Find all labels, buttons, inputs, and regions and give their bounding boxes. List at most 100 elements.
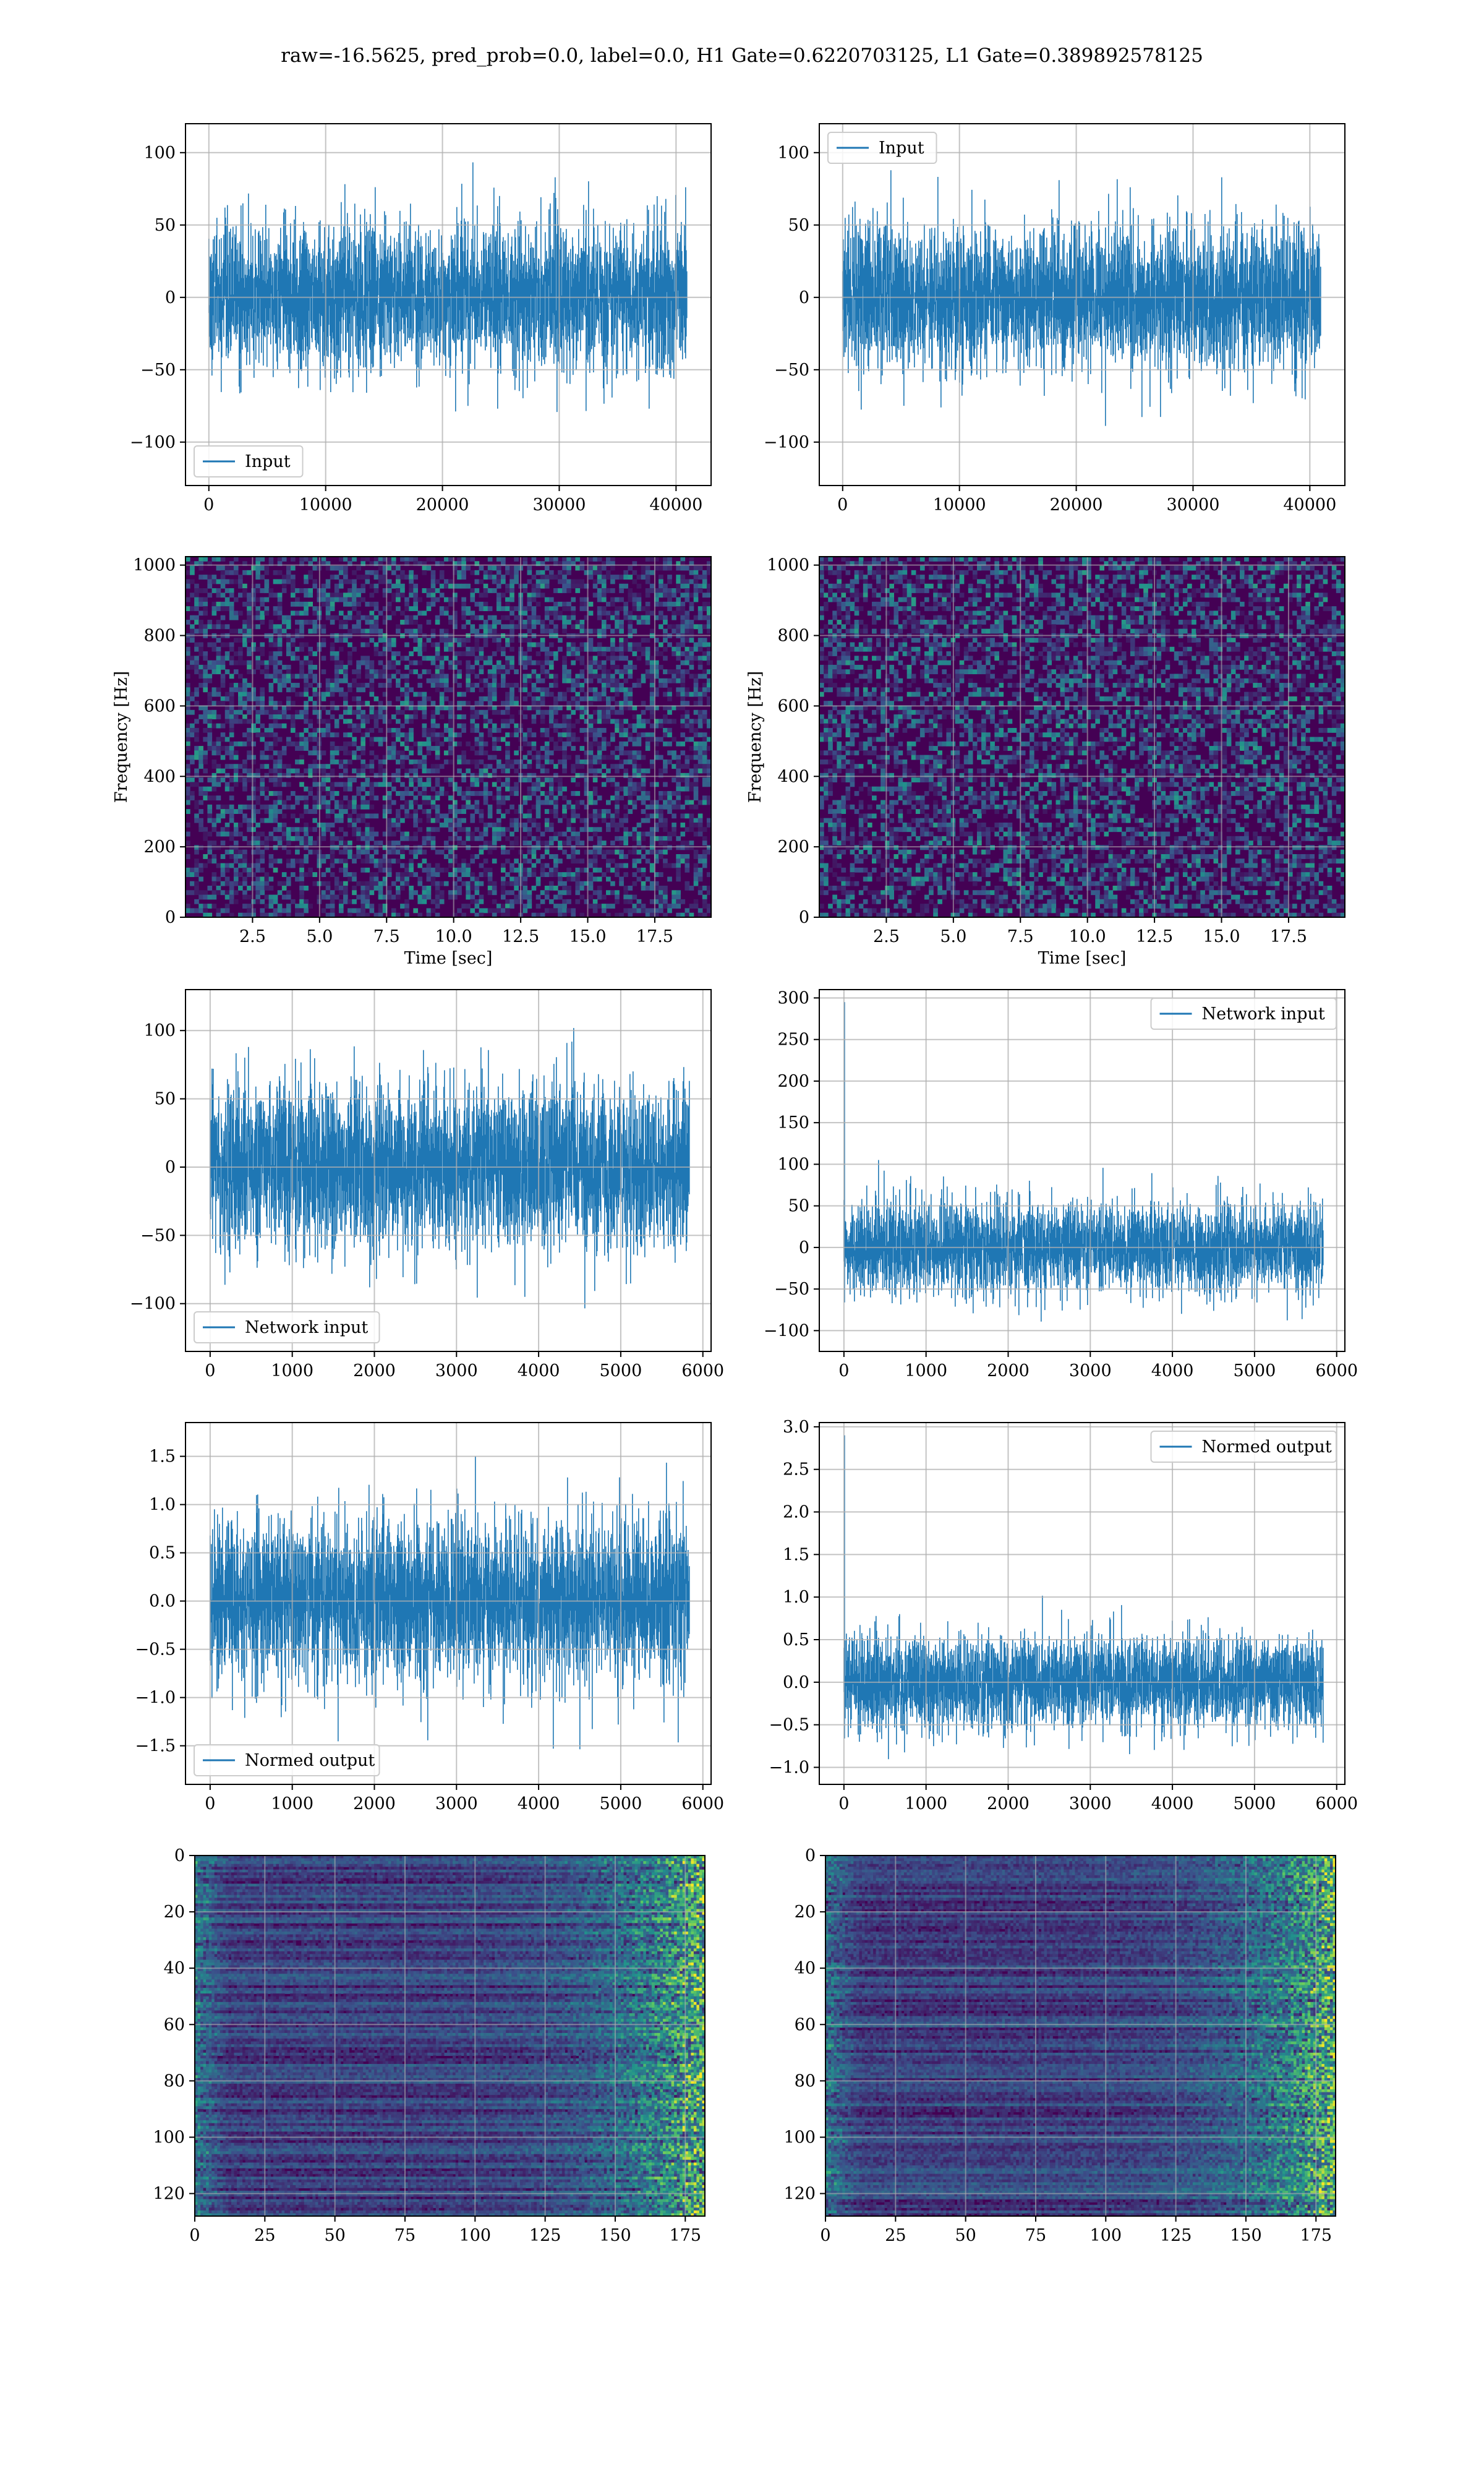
heatmap-cell [641, 818, 646, 823]
heatmap-cell [426, 696, 432, 701]
heatmap-cell [474, 714, 480, 719]
heatmap-cell [391, 741, 396, 747]
heatmap-cell [680, 845, 686, 850]
heatmap-cell [330, 687, 335, 693]
heatmap-cell [247, 732, 252, 738]
heatmap-cell [435, 664, 440, 670]
heatmap-cell [255, 768, 261, 774]
heatmap-cell [461, 858, 466, 864]
heatmap-cell [308, 827, 313, 833]
heatmap-cell [386, 894, 392, 900]
heatmap-cell [457, 885, 462, 891]
heatmap-cell [702, 691, 707, 697]
heatmap-cell [619, 723, 624, 729]
heatmap-cell [448, 854, 453, 859]
heatmap-cell [672, 813, 676, 819]
heatmap-cell [531, 773, 537, 778]
heatmap-cell [273, 777, 278, 782]
heatmap-cell [400, 881, 405, 886]
heatmap-cell [413, 583, 419, 589]
heatmap-cell [584, 696, 589, 701]
heatmap-cell [426, 620, 432, 625]
heatmap-cell [619, 764, 624, 769]
heatmap-cell [453, 867, 458, 873]
heatmap-cell [470, 651, 475, 656]
heatmap-cell [689, 845, 694, 850]
heatmap-cell [540, 714, 545, 719]
heatmap-cell [325, 719, 331, 724]
heatmap-cell [348, 561, 352, 567]
heatmap-cell [548, 705, 554, 711]
heatmap-cell [242, 705, 247, 711]
heatmap-cell [238, 701, 243, 706]
heatmap-cell [224, 773, 230, 778]
heatmap-cell [531, 669, 537, 675]
heatmap-cell [522, 764, 528, 769]
heatmap-cell [501, 800, 506, 805]
heatmap-cell [575, 867, 581, 873]
heatmap-cell [247, 818, 252, 823]
heatmap-cell [706, 593, 711, 598]
heatmap-cell [706, 773, 711, 778]
heatmap-cell [260, 575, 265, 580]
heatmap-cell [453, 809, 458, 814]
heatmap-cell [304, 705, 309, 711]
heatmap-cell [706, 651, 711, 656]
heatmap-cell [251, 827, 256, 833]
heatmap-cell [548, 719, 554, 724]
heatmap-cell [457, 660, 462, 666]
heatmap-cell [338, 800, 344, 805]
heatmap-cell [615, 867, 620, 873]
heatmap-cell [483, 786, 488, 792]
heatmap-cell [299, 660, 304, 666]
heatmap-cell [487, 885, 493, 891]
heatmap-cell [496, 800, 501, 805]
heatmap-cell [575, 719, 581, 724]
heatmap-cell [378, 768, 383, 774]
heatmap-cell [426, 831, 432, 837]
heatmap-cell [544, 646, 550, 652]
heatmap-cell [453, 674, 458, 679]
heatmap-cell [466, 890, 471, 896]
heatmap-cell [479, 863, 484, 868]
heatmap-cell [396, 575, 401, 580]
heatmap-cell [566, 841, 571, 845]
heatmap-cell [654, 849, 659, 855]
heatmap-cell [483, 867, 488, 873]
heatmap-cell [619, 638, 624, 643]
heatmap-cell [544, 624, 550, 630]
heatmap-cell [229, 642, 234, 648]
heatmap-cell [382, 831, 388, 837]
heatmap-cell [369, 669, 375, 675]
heatmap-cell [514, 822, 519, 828]
heatmap-cell [369, 593, 375, 598]
heatmap-cell [352, 678, 357, 683]
heatmap-cell [409, 759, 414, 764]
heatmap-cell [211, 714, 217, 719]
heatmap-cell [597, 678, 602, 683]
heatmap-cell [510, 764, 514, 769]
heatmap-cell [659, 610, 663, 616]
heatmap-cell [641, 678, 646, 683]
heatmap-cell [514, 894, 519, 900]
heatmap-cell [684, 786, 690, 792]
heatmap-cell [522, 664, 528, 670]
heatmap-cell [268, 813, 274, 819]
heatmap-cell [356, 610, 361, 616]
heatmap-cell [268, 687, 274, 693]
heatmap-cell [558, 831, 563, 837]
heatmap-cell [659, 854, 663, 859]
heatmap-cell [697, 696, 703, 701]
heatmap-cell [522, 872, 528, 878]
heatmap-cell [268, 656, 274, 661]
heatmap-cell [531, 624, 537, 630]
heatmap-cell [579, 642, 585, 648]
heatmap-cell [220, 642, 226, 648]
heatmap-cell [632, 759, 638, 764]
heatmap-cell [566, 646, 571, 652]
heatmap-cell [260, 597, 265, 602]
heatmap-cell [522, 867, 528, 873]
heatmap-cell [286, 858, 291, 864]
heatmap-cell [619, 674, 624, 679]
heatmap-cell [247, 651, 252, 656]
